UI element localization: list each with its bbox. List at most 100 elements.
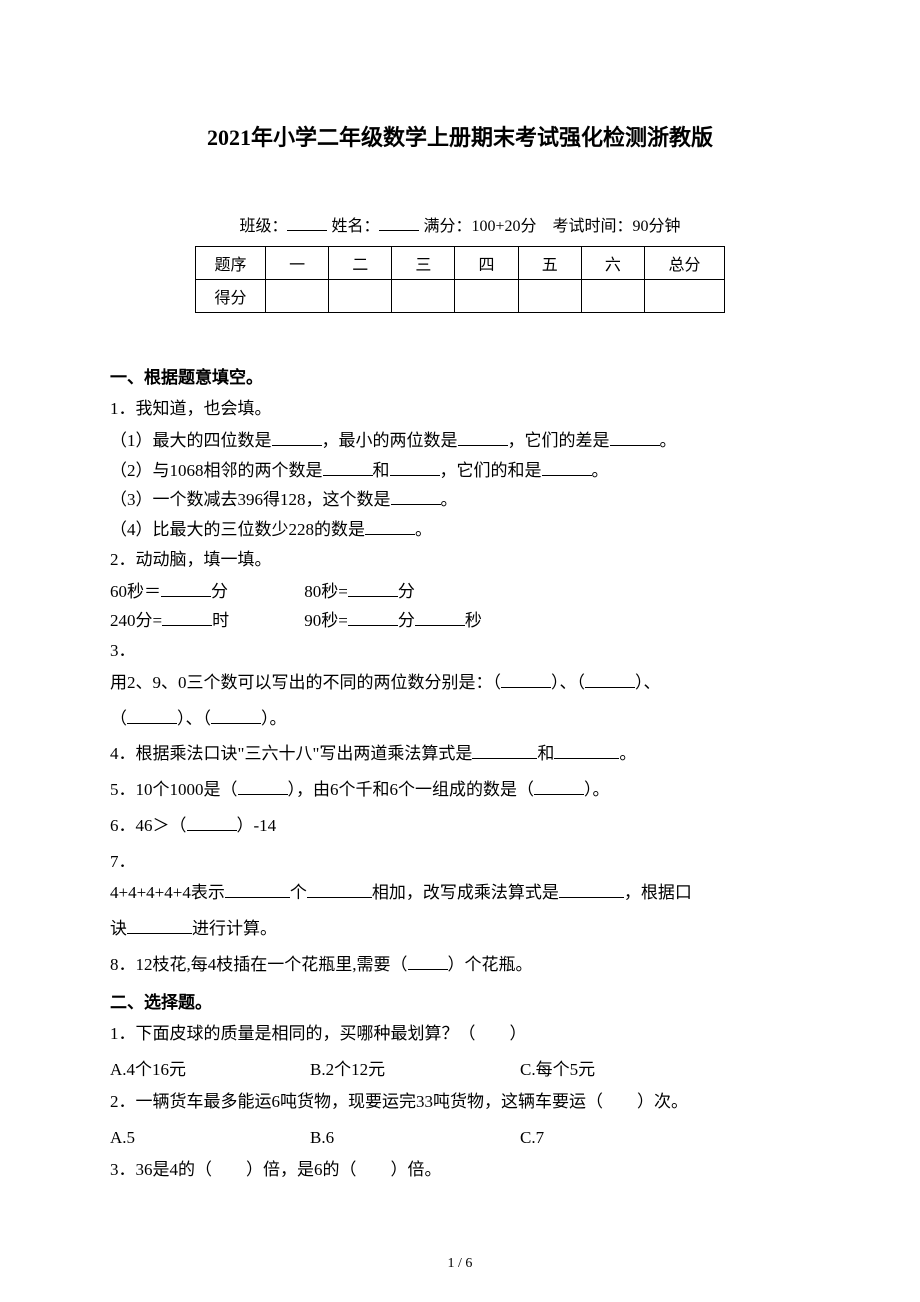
option-c: C.7 [520,1122,810,1154]
blank [187,813,237,831]
blank [408,952,448,970]
text: （3）一个数减去396得128，这个数是 [110,490,391,509]
text: 分 [398,611,415,630]
blank [415,608,465,626]
option-c: C.每个5元 [520,1054,810,1086]
text: 5．10个1000是（ [110,780,238,799]
option-a: A.4个16元 [110,1054,310,1086]
text: ）、（ [551,673,585,692]
text: ，根据口 [624,883,692,902]
table-cell [581,280,644,313]
text: 进行计算。 [192,919,277,938]
option-b: B.2个12元 [310,1054,520,1086]
text: ）、（ [177,709,211,728]
text: 60秒＝ [110,582,161,601]
table-cell [455,280,518,313]
q3-body2: （）、（）。 [110,704,810,734]
s2-q2-options: A.5 B.6 C.7 [110,1122,810,1154]
blank [323,458,373,476]
text: 分 [398,582,415,601]
blank [307,880,372,898]
q7-body: 4+4+4+4+4表示 个 相加，改写成乘法算式是 ，根据口 [110,878,810,908]
table-cell [266,280,329,313]
blank [585,670,635,688]
table-row: 得分 [196,280,725,313]
text: ）。 [584,780,610,799]
blank [559,880,624,898]
text: ）、 [635,673,661,692]
exam-time: 考试时间：90分钟 [553,218,681,235]
s2-q1-options: A.4个16元 B.2个12元 C.每个5元 [110,1054,810,1086]
table-cell: 一 [266,247,329,280]
exam-title: 2021年小学二年级数学上册期末考试强化检测浙教版 [110,120,810,152]
text: 。 [592,461,609,480]
table-cell [329,280,392,313]
blank [127,706,177,724]
table-cell: 总分 [645,247,725,280]
blank [348,608,398,626]
text: 分 [211,582,228,601]
text: （4）比最大的三位数少228的数是 [110,520,365,539]
table-cell: 六 [581,247,644,280]
class-label: 班级： [239,218,287,235]
name-label: 姓名： [331,218,379,235]
text: 8．12枝花,每4枝插在一个花瓶里,需要（ [110,955,408,974]
q7: 7． [110,847,810,877]
q3-body: 用2、9、0三个数可以写出的不同的两位数分别是：（）、（）、 [110,668,810,698]
score-table: 题序 一 二 三 四 五 六 总分 得分 [195,246,725,313]
q2-line2: 240分=时 90秒=分秒 [110,606,810,636]
conversion: 90秒=分秒 [304,611,482,630]
blank [272,428,322,446]
q2-line1: 60秒＝ 分 80秒= 分 [110,577,810,607]
text: 和 [537,744,554,763]
text: ）-14 [237,816,277,835]
table-cell: 三 [392,247,455,280]
blank [348,579,398,597]
text: 6．46＞（ [110,816,187,835]
text: ，它们的和是 [440,461,542,480]
table-cell: 得分 [196,280,266,313]
blank [162,608,212,626]
text: 诀 [110,919,127,938]
text: 。 [441,490,458,509]
text: 相加，改写成乘法算式是 [372,883,559,902]
blank [238,777,288,795]
blank [127,916,192,934]
table-cell: 四 [455,247,518,280]
option-a: A.5 [110,1122,310,1154]
text: 。 [660,431,677,450]
text: 。 [415,520,432,539]
blank [390,458,440,476]
conversion: 240分= 时 [110,606,300,636]
s2-q1: 1．下面皮球的质量是相同的，买哪种最划算？（ ） [110,1019,810,1049]
text: ）个花瓶。 [448,955,533,974]
q6: 6．46＞（ ）-14 [110,811,810,841]
blank [542,458,592,476]
option-b: B.6 [310,1122,520,1154]
text: 4+4+4+4+4表示 [110,883,225,902]
section-2-heading: 二、选择题。 [110,988,810,1013]
text: 240分= [110,611,162,630]
s2-q3: 3．36是4的（ ）倍，是6的（ ）倍。 [110,1155,810,1185]
table-cell: 二 [329,247,392,280]
q1-4: （4）比最大的三位数少228的数是 。 [110,515,810,545]
text: 个 [290,883,307,902]
text: 秒 [465,611,482,630]
text: （1）最大的四位数是 [110,431,272,450]
conversion: 80秒= 分 [304,577,494,607]
q4: 4．根据乘法口诀"三六十八"写出两道乘法算式是和。 [110,739,810,769]
blank [501,670,551,688]
page-number: 1 / 6 [0,1256,920,1272]
q1-1: （1）最大的四位数是，最小的两位数是，它们的差是。 [110,426,810,456]
text: 80秒= [304,582,348,601]
text: （2）与1068相邻的两个数是 [110,461,323,480]
table-cell: 题序 [196,247,266,280]
q5: 5．10个1000是（），由6个千和6个一组成的数是（）。 [110,775,810,805]
text: 时 [212,611,229,630]
full-marks: 满分：100+20分 [423,218,536,235]
exam-info: 班级： 姓名： 满分：100+20分 考试时间：90分钟 [110,212,810,236]
text: ，最小的两位数是 [322,431,458,450]
table-cell: 五 [518,247,581,280]
text: ）。 [261,709,287,728]
text: 。 [619,744,636,763]
